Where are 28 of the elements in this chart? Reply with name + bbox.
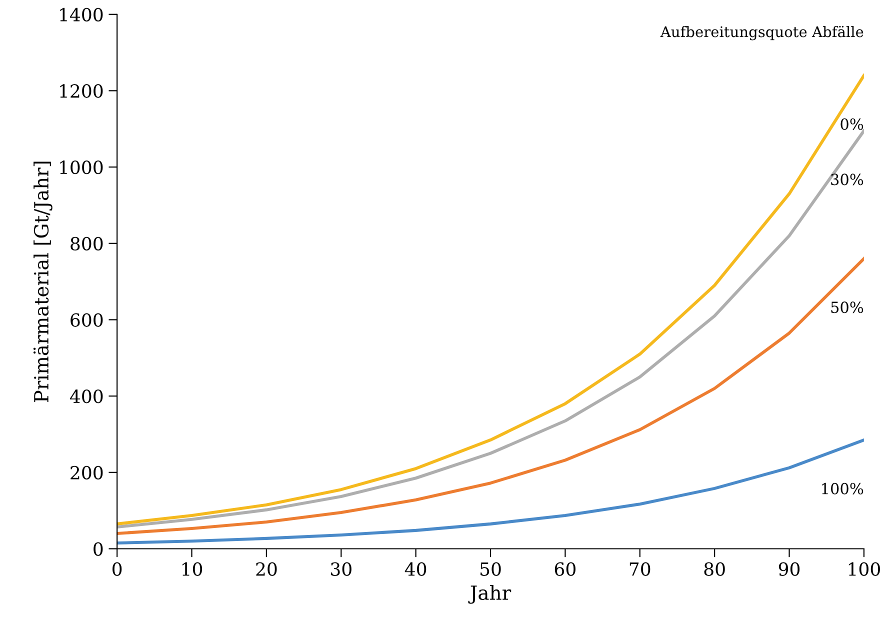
series-label: 100% (822, 482, 864, 494)
x-tick-label: 0 (112, 562, 122, 576)
series-label: 50% (831, 302, 864, 314)
y-tick-label: 200 (70, 466, 103, 480)
x-axis-title: Jahr (468, 584, 512, 604)
y-tick-label: 1400 (60, 8, 103, 22)
line-series (117, 438, 864, 545)
annotation: Aufbereitungsquote Abfälle (660, 26, 864, 40)
x-tick-label: 60 (554, 562, 576, 576)
y-tick-label: 0 (94, 542, 103, 556)
x-tick-label: 40 (404, 562, 426, 576)
y-tick-label: 600 (70, 313, 103, 327)
y-tick-label: 1000 (60, 160, 103, 174)
x-tick-label: 70 (630, 562, 650, 576)
x-tick-label: 90 (778, 562, 800, 576)
x-tick-label: 20 (256, 562, 277, 576)
x-tick-label: 10 (182, 562, 202, 576)
series-label: 0% (840, 118, 864, 130)
line-series (117, 257, 864, 536)
series-label: 30% (831, 174, 864, 186)
x-tick-label: 30 (331, 562, 352, 576)
y-tick-label: 1200 (60, 84, 103, 98)
y-tick-label: 400 (70, 390, 103, 404)
x-tick-label: 50 (480, 562, 501, 576)
y-axis-title: Primärmaterial [Gt/Jahr] (33, 162, 52, 402)
x-tick-label: 80 (704, 562, 725, 576)
x-tick-label: 100 (848, 562, 880, 576)
y-tick-label: 800 (70, 236, 103, 251)
